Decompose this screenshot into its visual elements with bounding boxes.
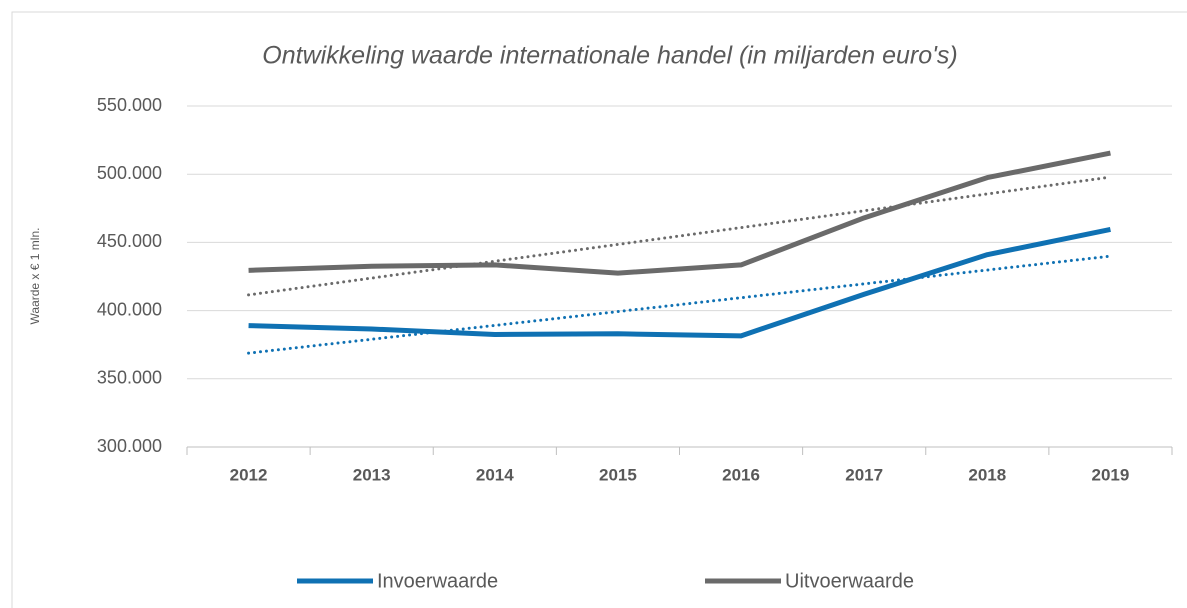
- trendline: [247, 175, 1112, 297]
- x-tick-label: 2015: [599, 465, 637, 484]
- series-line: [248, 226, 1111, 339]
- legend-label: Uitvoerwaarde: [785, 570, 914, 592]
- y-tick-label: 450.000: [97, 231, 162, 251]
- y-tick-label: 400.000: [97, 299, 162, 319]
- trendline: [247, 254, 1112, 355]
- chart-border: [11, 11, 1187, 608]
- x-tick-label: 2016: [722, 465, 760, 484]
- chart-title: Ontwikkeling waarde internationale hande…: [262, 42, 957, 70]
- x-tick-label: 2018: [968, 465, 1006, 484]
- y-axis-label: Waarde x € 1 mln.: [28, 228, 42, 325]
- y-tick-label: 500.000: [97, 163, 162, 183]
- series-line: [248, 150, 1111, 276]
- x-tick-label: 2019: [1092, 465, 1130, 484]
- legend-label: Invoerwaarde: [377, 570, 498, 592]
- x-tick-label: 2017: [845, 465, 883, 484]
- y-tick-label: 550.000: [97, 95, 162, 115]
- x-tick-label: 2014: [476, 465, 514, 484]
- y-tick-label: 300.000: [97, 436, 162, 456]
- x-tick-label: 2013: [353, 465, 391, 484]
- x-tick-label: 2012: [230, 465, 268, 484]
- y-tick-label: 350.000: [97, 368, 162, 388]
